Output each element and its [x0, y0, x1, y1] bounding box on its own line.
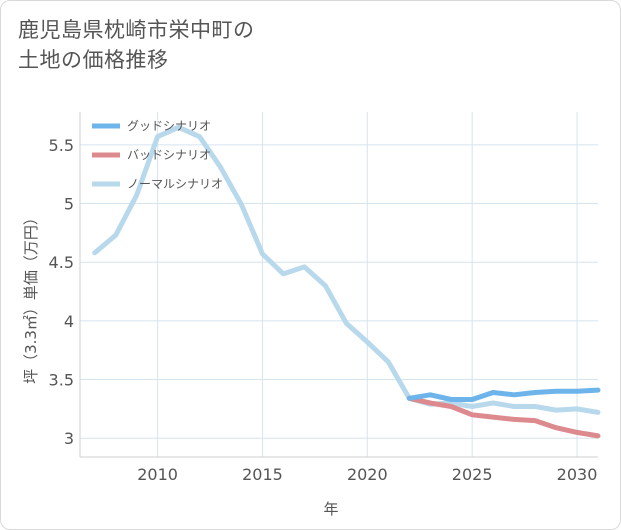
axes: 2010 2015 2020 2025 2030 3 3.5 4 4.5 5 5.5: [49, 112, 598, 484]
y-axis-title: 坪（3.3㎡）単価（万円）: [22, 210, 40, 384]
series-line-2: [92, 124, 601, 415]
y-tick-label: 4: [64, 312, 74, 331]
x-tick-label: 2010: [137, 465, 178, 484]
chart-title: 鹿児島県枕崎市栄中町の 土地の価格推移: [18, 18, 255, 72]
series-lines: [92, 124, 601, 439]
series-line-0: [406, 387, 601, 402]
y-tick-label: 3: [64, 429, 74, 448]
x-axis-title: 年: [323, 500, 338, 518]
legend-label: グッドシナリオ: [127, 119, 211, 133]
y-tick-label: 4.5: [49, 253, 74, 272]
x-tick-label: 2020: [347, 465, 388, 484]
x-tick-label: 2025: [452, 465, 493, 484]
x-tick-label: 2015: [242, 465, 283, 484]
legend-label: ノーマルシナリオ: [127, 177, 223, 191]
y-tick-label: 3.5: [49, 371, 74, 390]
grid-lines: [80, 112, 598, 457]
y-tick-label: 5.5: [49, 136, 74, 155]
y-tick-label: 5: [64, 195, 74, 214]
x-tick-label: 2030: [557, 465, 598, 484]
legend-label: バッドシナリオ: [127, 148, 211, 162]
series-line-1: [406, 395, 601, 439]
